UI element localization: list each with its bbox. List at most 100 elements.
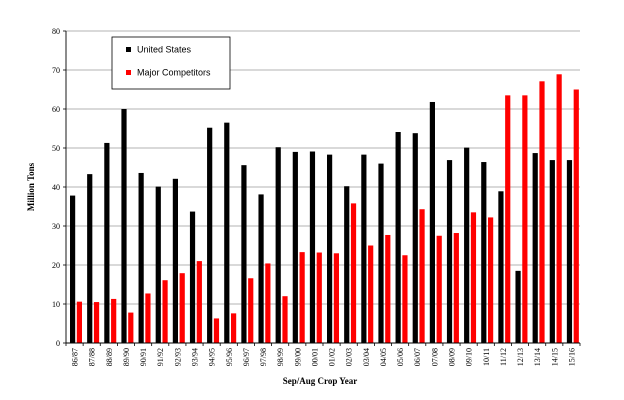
- x-tick-label: 14/15: [550, 348, 559, 366]
- bar-united-states: [429, 101, 435, 343]
- x-tick-label: 04/05: [379, 348, 388, 366]
- x-axis-title: Sep/Aug Crop Year: [283, 376, 358, 386]
- bar-united-states: [412, 133, 418, 343]
- y-axis-title: Million Tons: [26, 162, 36, 211]
- x-tick-labels: 86/87 87/88 88/89 89/90 90/91 91/92 92/93 93/94…: [71, 348, 577, 366]
- bar-major-competitors: [316, 252, 322, 343]
- x-tick-label: 15/16: [567, 348, 576, 366]
- y-tick-label: 50: [52, 144, 60, 153]
- bar-major-competitors: [76, 301, 82, 343]
- x-tick-label: 13/14: [533, 348, 542, 366]
- x-tick-label: 05/06: [396, 348, 405, 366]
- y-tick-label: 20: [52, 261, 60, 270]
- bar-united-states: [566, 160, 573, 343]
- bar-major-competitors: [505, 95, 511, 343]
- bar-united-states: [344, 186, 350, 343]
- bar-united-states: [395, 132, 401, 343]
- x-tick-label: 08/09: [448, 348, 457, 366]
- legend: United States Major Competitors: [111, 36, 231, 90]
- bar-united-states: [241, 165, 247, 343]
- bar-major-competitors: [299, 252, 305, 343]
- y-tick-label: 80: [52, 27, 60, 36]
- x-tick-label: 86/87: [71, 348, 80, 366]
- bar-major-competitors: [402, 255, 408, 343]
- x-tick-label: 11/12: [499, 348, 508, 366]
- bar-united-states: [361, 154, 367, 343]
- legend-label-united-states: United States: [137, 45, 192, 55]
- x-tick-label: 90/91: [139, 348, 148, 366]
- y-tick-label: 0: [56, 339, 60, 348]
- bar-major-competitors: [539, 81, 545, 343]
- bar-united-states: [275, 147, 281, 343]
- x-tick-label: 94/95: [208, 348, 217, 366]
- bar-united-states: [464, 147, 470, 343]
- bar-united-states: [189, 211, 196, 343]
- bar-united-states: [258, 194, 264, 343]
- bar-united-states: [549, 160, 555, 343]
- bar-united-states: [138, 172, 144, 343]
- bar-major-competitors: [162, 280, 168, 343]
- bar-major-competitors: [368, 245, 374, 343]
- bar-major-competitors: [265, 263, 271, 343]
- x-tick-label: 01/02: [328, 348, 337, 366]
- bar-major-competitors: [282, 296, 288, 343]
- x-tick-label: 92/93: [173, 348, 182, 366]
- bar-united-states: [224, 122, 230, 344]
- bar-united-states: [532, 153, 538, 343]
- bar-united-states: [121, 109, 127, 343]
- bar-major-competitors: [333, 253, 339, 343]
- bar-major-competitors: [419, 209, 425, 343]
- bar-united-states: [172, 178, 178, 343]
- x-tick-label: 95/96: [225, 348, 234, 366]
- legend-swatch-united-states: [126, 47, 131, 52]
- bar-major-competitors: [453, 233, 459, 343]
- bar-united-states: [446, 160, 453, 343]
- x-tick-label: 06/07: [413, 348, 422, 366]
- bar-major-competitors: [350, 203, 357, 343]
- x-tick-label: 97/98: [259, 348, 268, 366]
- x-tick-label: 98/99: [276, 348, 285, 366]
- bar-major-competitors: [111, 298, 117, 343]
- axes: [63, 30, 581, 346]
- y-tick-labels: 0 10 20 30 40 50 60 70 80: [52, 27, 60, 348]
- bar-major-competitors: [213, 318, 220, 343]
- x-tick-label: 12/13: [516, 348, 525, 366]
- bar-major-competitors: [470, 212, 477, 343]
- bar-major-competitors: [436, 235, 442, 343]
- x-tick-label: 99/00: [293, 348, 302, 366]
- bar-united-states: [515, 270, 521, 343]
- legend-box: [111, 36, 231, 90]
- bar-major-competitors: [522, 95, 528, 343]
- x-tick-label: 02/03: [345, 348, 354, 366]
- bar-major-competitors: [556, 74, 562, 343]
- x-tick-label: 88/89: [105, 348, 114, 366]
- bar-united-states: [309, 151, 316, 343]
- x-tick-label: 10/11: [482, 348, 491, 366]
- x-tick-label: 96/97: [242, 348, 251, 366]
- bar-major-competitors: [93, 302, 100, 343]
- x-tick-label: 87/88: [88, 348, 97, 366]
- y-tick-label: 10: [52, 300, 60, 309]
- x-tick-label: 91/92: [156, 348, 165, 366]
- bar-major-competitors: [231, 313, 237, 343]
- bar-major-competitors: [248, 278, 254, 343]
- bar-united-states: [207, 127, 213, 343]
- bar-united-states: [327, 154, 333, 343]
- x-tick-label: 00/01: [310, 348, 319, 366]
- bar-major-competitors: [179, 273, 185, 343]
- bar-united-states: [292, 151, 298, 343]
- bar-major-competitors: [488, 217, 494, 343]
- bars: [70, 74, 579, 344]
- x-tick-label: 07/08: [430, 348, 439, 366]
- x-tick-label: 89/90: [122, 348, 131, 366]
- bar-major-competitors: [385, 234, 391, 343]
- bar-united-states: [87, 174, 93, 343]
- bar-major-competitors: [128, 312, 134, 343]
- x-tick-label: 09/10: [465, 348, 474, 366]
- bar-major-competitors: [145, 293, 151, 343]
- bar-major-competitors: [573, 89, 579, 343]
- x-tick-label: 93/94: [191, 348, 200, 366]
- legend-swatch-major-competitors: [126, 70, 131, 75]
- bar-united-states: [104, 142, 110, 343]
